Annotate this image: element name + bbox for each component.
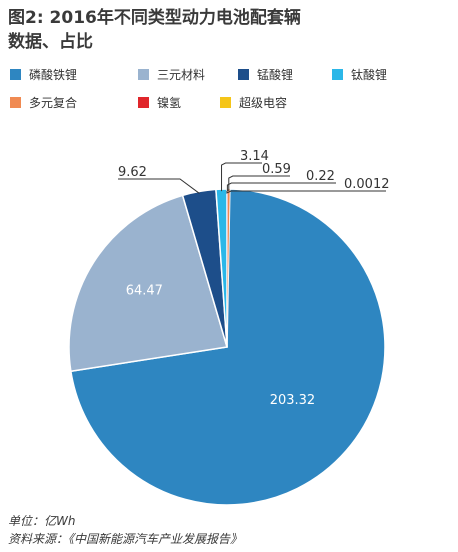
legend-label: 多元复合 (29, 96, 78, 110)
leader-line-3 (221, 162, 262, 192)
legend-label: 锰酸锂 (257, 68, 294, 82)
legend-swatch (238, 69, 249, 80)
chart-title: 图2: 2016年不同类型动力电池配套辆 数据、占比 (8, 6, 448, 54)
unit-note: 单位：亿Wh (8, 514, 76, 528)
leader-line-2 (118, 178, 200, 194)
chart-title-line-1: 图2: 2016年不同类型动力电池配套辆 (8, 8, 301, 28)
chart-title-line-2: 数据、占比 (8, 32, 93, 52)
legend-swatch (220, 97, 231, 108)
legend-label: 三元材料 (157, 68, 206, 82)
source-note: 资料来源：《中国新能源汽车产业发展报告》 (8, 532, 243, 546)
legend-item-nimh: 镍氢 (138, 94, 181, 111)
pie-slice-0 (70, 188, 386, 506)
data-label-0: 203.32 (270, 393, 316, 408)
legend-swatch (138, 97, 149, 108)
legend-label: 镍氢 (157, 96, 182, 110)
legend-label: 磷酸铁锂 (29, 68, 78, 82)
legend-label: 钛酸锂 (351, 68, 388, 82)
data-label-5: 0.22 (306, 169, 335, 184)
legend-swatch (10, 97, 21, 108)
legend-label: 超级电容 (239, 96, 288, 110)
pie-slice-1 (68, 194, 228, 373)
leader-line-5 (226, 182, 336, 192)
legend-item-lfp: 磷酸铁锂 (10, 66, 77, 83)
legend-item-lmo: 锰酸锂 (238, 66, 293, 83)
legend-item-lto: 钛酸锂 (332, 66, 387, 83)
legend-item-ternary: 三元材料 (138, 66, 205, 83)
data-label-1: 64.47 (126, 283, 163, 298)
legend-item-supercap: 超级电容 (220, 94, 287, 111)
data-label-2: 9.62 (118, 165, 147, 180)
legend-swatch (138, 69, 149, 80)
legend-swatch (10, 69, 21, 80)
legend-item-composite: 多元复合 (10, 94, 77, 111)
leader-line-6 (226, 190, 386, 194)
data-label-3: 3.14 (240, 149, 269, 164)
data-label-6: 0.0012 (344, 177, 390, 192)
data-label-4: 0.59 (262, 162, 291, 177)
legend-swatch (332, 69, 343, 80)
